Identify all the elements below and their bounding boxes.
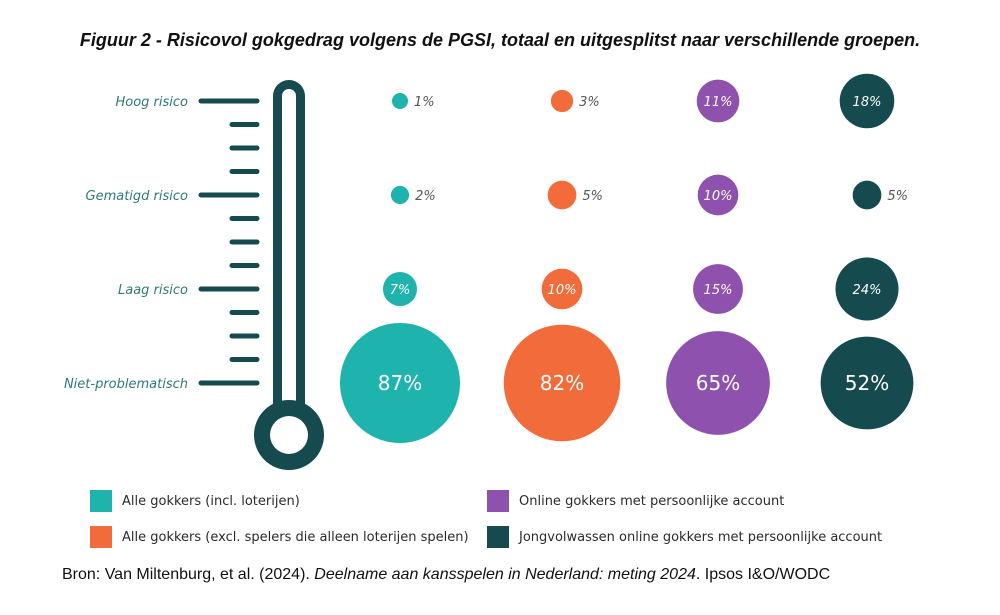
legend-swatch bbox=[90, 526, 112, 548]
data-label: 5% bbox=[887, 189, 908, 204]
bubble bbox=[852, 180, 882, 210]
legend-swatch bbox=[487, 526, 509, 548]
bubble bbox=[696, 79, 740, 123]
legend-label: Alle gokkers (incl. loterijen) bbox=[122, 493, 300, 509]
legend-label: Jongvolwassen online gokkers met persoon… bbox=[519, 529, 883, 545]
bubble-chart: Hoog risico Gematigd risico Laag risico Nie… bbox=[64, 73, 914, 470]
bubble bbox=[541, 268, 583, 310]
bubble bbox=[550, 89, 574, 113]
data-label: 24% bbox=[853, 283, 882, 298]
thermometer-icon bbox=[254, 80, 324, 470]
bubble bbox=[820, 336, 914, 430]
data-label: 11% bbox=[704, 95, 733, 110]
legend-swatch bbox=[90, 490, 112, 512]
legend-item: Online gokkers met persoonlijke account bbox=[487, 490, 784, 512]
legend-item: Alle gokkers (excl. spelers die alleen l… bbox=[90, 526, 469, 548]
data-label: 65% bbox=[696, 371, 740, 395]
data-label: 7% bbox=[390, 283, 411, 298]
bubble bbox=[390, 185, 410, 205]
category-label: Niet-problematisch bbox=[64, 377, 188, 392]
bubble bbox=[382, 271, 418, 307]
data-label: 87% bbox=[378, 371, 422, 395]
legend-swatch bbox=[487, 490, 509, 512]
legend-item: Alle gokkers (incl. loterijen) bbox=[90, 490, 300, 512]
data-label: 3% bbox=[579, 95, 600, 110]
legend-label: Online gokkers met persoonlijke account bbox=[519, 493, 785, 509]
bubble bbox=[697, 174, 739, 216]
bubble bbox=[666, 331, 770, 435]
bubble bbox=[340, 323, 460, 443]
data-label: 10% bbox=[704, 189, 733, 204]
bubble bbox=[835, 257, 899, 321]
data-label: 2% bbox=[415, 189, 436, 204]
data-label: 15% bbox=[704, 283, 733, 298]
bubble bbox=[839, 73, 895, 129]
risk-category-labels: Hoog risico Gematigd risico Laag risico Nie… bbox=[64, 95, 188, 392]
category-label: Laag risico bbox=[118, 283, 188, 298]
category-label: Hoog risico bbox=[115, 95, 188, 110]
bubbles: 1% 2% 7% 87% 3% 5% 10% 82% 11% 10% 15% 65% 18% 5% 24% 5… bbox=[340, 73, 914, 443]
data-label: 5% bbox=[582, 189, 603, 204]
chart-title: Figuur 2 - Risicovol gokgedrag volgens d… bbox=[79, 30, 921, 50]
legend-label: Alle gokkers (excl. spelers die alleen l… bbox=[122, 529, 469, 545]
data-label: 18% bbox=[853, 95, 882, 110]
source-note: Bron: Van Miltenburg, et al. (2024). Dee… bbox=[62, 566, 830, 584]
bubble bbox=[547, 180, 577, 210]
bubble bbox=[392, 93, 408, 109]
source-suffix: . Ipsos I&O/WODC bbox=[695, 566, 831, 583]
category-label: Gematigd risico bbox=[86, 189, 189, 204]
source-prefix: Bron: Van Miltenburg, et al. (2024). bbox=[62, 566, 315, 583]
bubble bbox=[503, 324, 621, 442]
data-label: 82% bbox=[540, 371, 584, 395]
bubble bbox=[693, 264, 743, 314]
data-label: 10% bbox=[548, 283, 577, 298]
data-label: 1% bbox=[414, 95, 435, 110]
data-label: 52% bbox=[845, 371, 889, 395]
legend-item: Jongvolwassen online gokkers met persoon… bbox=[487, 526, 882, 548]
source-title: Deelname aan kansspelen in Nederland: me… bbox=[314, 566, 696, 583]
thermometer-scale bbox=[198, 98, 260, 386]
